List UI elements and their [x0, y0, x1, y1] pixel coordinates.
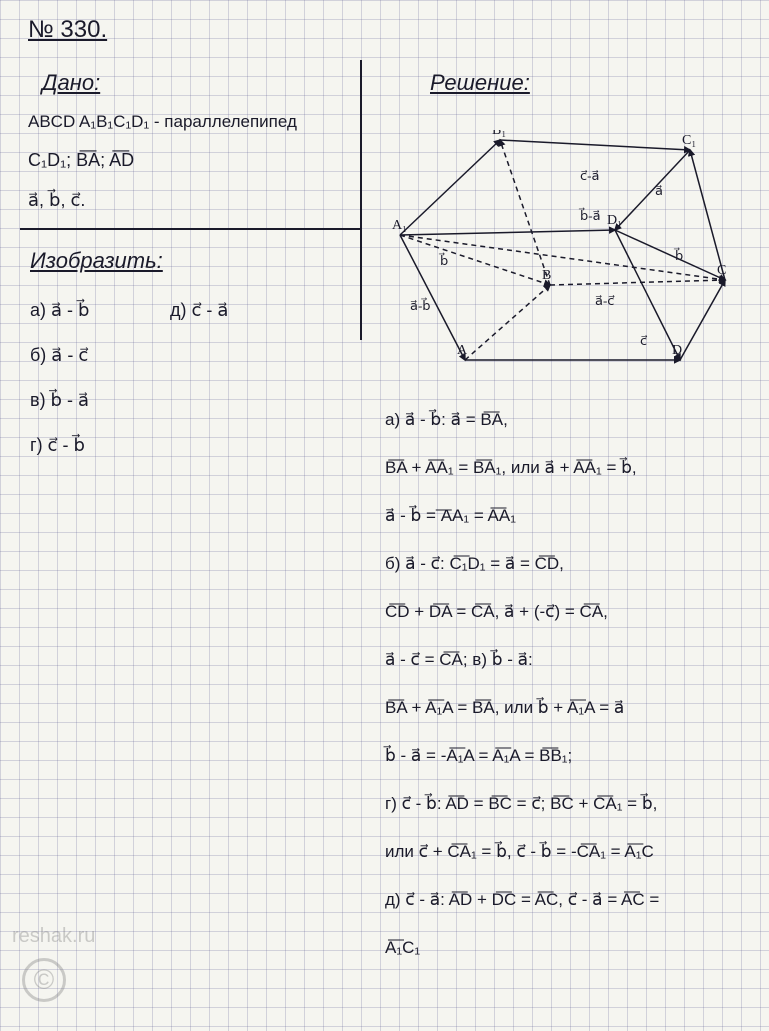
svg-text:A₁: A₁: [392, 218, 407, 233]
svg-text:A: A: [457, 343, 468, 358]
solution-label: Решение:: [430, 70, 530, 96]
svg-text:c⃗: c⃗: [640, 333, 648, 348]
solution-line: b⃗ - a⃗ = -A͞₁A = A͞₁A = B͞B₁;: [385, 746, 572, 766]
item-v: в) b⃗ - a⃗: [30, 390, 89, 411]
item-d: д) c⃗ - a⃗: [170, 300, 228, 321]
solution-line: A͞₁C₁: [385, 938, 420, 958]
copyright-icon: ©: [22, 958, 66, 1002]
svg-text:c⃗-a⃗: c⃗-a⃗: [580, 168, 599, 183]
svg-text:B: B: [542, 268, 551, 283]
solution-line: б) a⃗ - c⃗: C͞₁D₁ = a⃗ = C͞D,: [385, 554, 564, 574]
problem-number: № 330.: [28, 16, 107, 44]
given-label: Дано:: [42, 70, 100, 96]
item-g: г) c⃗ - b⃗: [30, 435, 85, 456]
given-line-1: ABCD A₁B₁C₁D₁ - параллелепипед: [28, 112, 297, 132]
page-content: № 330. Дано: ABCD A₁B₁C₁D₁ - параллелепи…: [0, 0, 769, 1031]
solution-line: д) c⃗ - a⃗: A͞D + D͞C = A͞C, c⃗ - a⃗ = A…: [385, 890, 659, 910]
item-b: б) a⃗ - c⃗: [30, 345, 88, 366]
item-a: а) a⃗ - b⃗: [30, 300, 89, 321]
svg-text:b⃗: b⃗: [673, 248, 683, 263]
svg-text:D: D: [672, 343, 682, 358]
parallelepiped-diagram: A₁ B₁ C₁ D₁ A B C Dc⃗-a⃗ a⃗ b⃗-a⃗ b⃗ b⃗ a⃗-b⃗ a⃗-c⃗ c⃗: [380, 130, 750, 380]
solution-line: a⃗ - c⃗ = C͞A; в) b⃗ - a⃗:: [385, 650, 533, 670]
solution-line: a⃗ - b⃗ = ͞AA₁ = A͞A₁: [385, 506, 516, 526]
svg-text:B₁: B₁: [492, 130, 506, 138]
svg-text:a⃗-c⃗: a⃗-c⃗: [595, 293, 615, 308]
given-line-3: a⃗, b⃗, c⃗.: [28, 190, 85, 211]
solution-line: B͞A + A͞A₁ = B͞A₁, или a⃗ + A͞A₁ = b⃗,: [385, 458, 637, 478]
solution-line: г) c⃗ - b⃗: A͞D = B͞C = c⃗; B͞C + C͞A₁ =…: [385, 794, 657, 814]
given-divider: [20, 228, 360, 230]
svg-text:b⃗: b⃗: [438, 253, 448, 268]
solution-line: а) a⃗ - b⃗: a⃗ = B͞A,: [385, 410, 508, 430]
svg-text:C₁: C₁: [682, 133, 696, 148]
svg-text:b⃗-a⃗: b⃗-a⃗: [578, 208, 601, 223]
column-divider: [360, 60, 362, 340]
solution-line: или c⃗ + C͞A₁ = b⃗, c⃗ - b⃗ = -C͞A₁ = A͞…: [385, 842, 654, 862]
svg-text:a⃗-b⃗: a⃗-b⃗: [410, 298, 431, 313]
svg-text:C: C: [717, 263, 726, 278]
svg-text:a⃗: a⃗: [655, 183, 663, 198]
watermark-text: reshak.ru: [12, 925, 95, 948]
svg-text:D₁: D₁: [607, 213, 622, 228]
task-label: Изобразить:: [30, 248, 163, 274]
solution-line: B͞A + A͞₁A = B͞A, или b⃗ + A͞₁A = a⃗: [385, 698, 624, 718]
given-line-2: C₁D₁; B͞A; A͞D: [28, 150, 134, 171]
solution-line: C͞D + D͞A = C͞A, a⃗ + (-c⃗) = C͞A,: [385, 602, 608, 622]
